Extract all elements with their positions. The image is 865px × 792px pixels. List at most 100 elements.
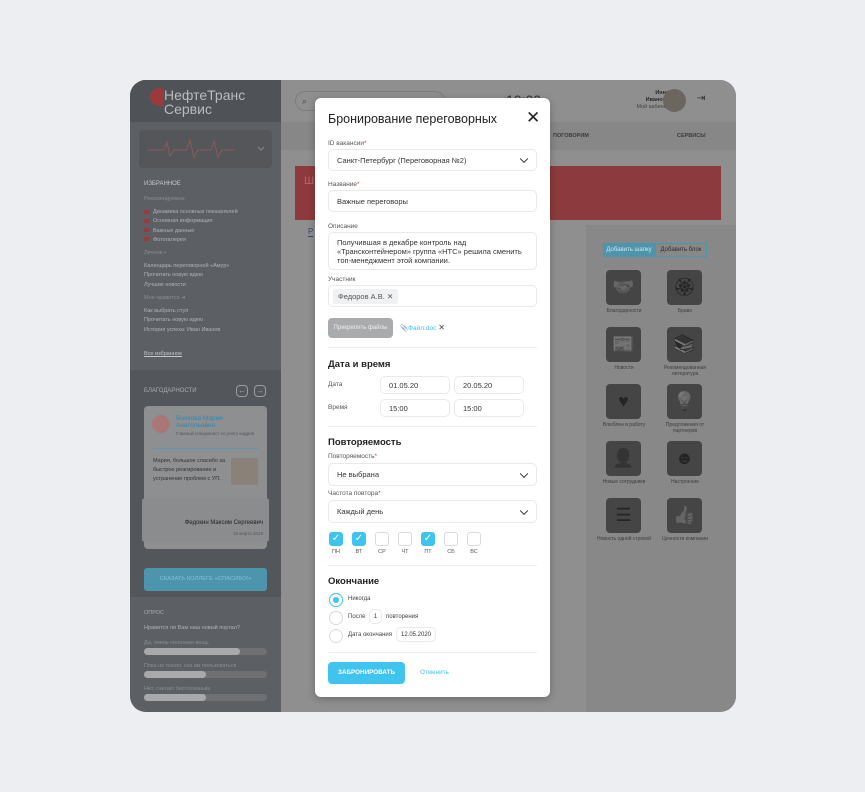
add-header-button[interactable]: Добавить шапку: [603, 243, 655, 257]
sidebar-link[interactable]: Лучшие новости: [144, 281, 186, 288]
day-checkbox[interactable]: [375, 532, 389, 546]
nav-item[interactable]: СЕРВИСЫ: [677, 133, 706, 139]
day-label: ВС: [470, 549, 478, 555]
handshake-icon[interactable]: 🤝: [606, 270, 641, 305]
tab[interactable]: Р: [308, 227, 314, 237]
personal-title[interactable]: Личное •: [144, 250, 167, 256]
sidebar-link[interactable]: Важные данные: [144, 227, 238, 236]
nav-item[interactable]: ПОГОВОРИМ: [553, 133, 589, 139]
sidebar-link[interactable]: Динамика основных показателей: [144, 208, 238, 217]
day-checkbox[interactable]: ✓: [329, 532, 343, 546]
sidebar-link[interactable]: Календарь переговорной «Амур»: [144, 263, 230, 269]
day-label: ЧТ: [401, 549, 409, 555]
end-after-radio[interactable]: [329, 611, 343, 625]
cancel-link[interactable]: Отменить: [420, 669, 449, 676]
attach-files-button[interactable]: Прикрепить файлы: [328, 318, 393, 338]
tile-label[interactable]: Рекомендованная литература: [664, 365, 706, 377]
date-to-input[interactable]: 20.05.20: [454, 376, 524, 394]
favorites-title: ИЗБРАННОЕ: [144, 181, 181, 187]
next-arrow-icon[interactable]: →: [254, 385, 266, 397]
search-icon: ⌕: [302, 96, 308, 106]
remove-file-icon[interactable]: ✕: [438, 323, 445, 332]
all-favorites-link[interactable]: Все избранное: [144, 351, 182, 357]
attached-file[interactable]: 📎Файл.doc ✕: [400, 323, 445, 332]
poll-bar[interactable]: [144, 694, 267, 701]
chevron-down-icon: [519, 154, 529, 164]
room-select[interactable]: Санкт-Петербург (Переговорная №2): [328, 149, 537, 171]
personal-list: Календарь переговорной «Амур» Прочитать …: [144, 262, 229, 290]
sidebar-link[interactable]: Как выбрать стул: [144, 308, 189, 314]
person-icon[interactable]: 👤: [606, 441, 641, 476]
close-icon[interactable]: ✕: [526, 108, 541, 127]
time-from-input[interactable]: 15:00: [380, 399, 450, 417]
tile-label[interactable]: Новые сотрудники: [602, 479, 646, 485]
repeat-select[interactable]: Не выбрана: [328, 463, 537, 486]
day-checkbox[interactable]: ✓: [352, 532, 366, 546]
newspaper-icon[interactable]: 📰: [606, 327, 641, 362]
prev-arrow-icon[interactable]: ←: [236, 385, 248, 397]
day-checkbox[interactable]: ✓: [421, 532, 435, 546]
day-checkbox[interactable]: [467, 532, 481, 546]
tile-label[interactable]: Влюблен в работу: [602, 422, 646, 428]
tile-label[interactable]: Ценности компании: [661, 536, 709, 542]
thanks-title: БЛАГОДАРНОСТИ: [144, 388, 197, 394]
day-label: СР: [378, 549, 386, 555]
user-info[interactable]: Инна Иванова Мой кабинет: [636, 90, 669, 110]
remove-icon[interactable]: ✕: [386, 291, 394, 301]
thanks-section: БЛАГОДАРНОСТИ ← → Волкова Мария Анатольев…: [130, 370, 281, 597]
award-icon[interactable]: 🏵: [667, 270, 702, 305]
sidebar-link[interactable]: История успеха: Иван Иванов: [144, 326, 221, 333]
thanks-image: [231, 458, 258, 485]
sidebar-link[interactable]: Прочитать новую идею: [144, 317, 203, 324]
logout-icon[interactable]: ⇥: [697, 93, 706, 104]
description-textarea[interactable]: Получившая в декабре контроль над «Транс…: [328, 232, 537, 270]
participant-input[interactable]: Федоров А.В. ✕: [328, 285, 537, 307]
tile-label[interactable]: Новость одной строкой: [596, 536, 652, 542]
pulse-widget[interactable]: [139, 130, 272, 168]
participant-label: Участник: [328, 276, 356, 283]
repeat-label: Повторяемость*: [328, 453, 378, 460]
repeat-count-input[interactable]: 1: [369, 609, 382, 624]
end-date-input[interactable]: 12.05.2020: [396, 627, 436, 642]
freq-select[interactable]: Каждый день: [328, 500, 537, 523]
thumbs-up-icon[interactable]: 👍: [667, 498, 702, 533]
time-to-input[interactable]: 15:00: [454, 399, 524, 417]
smile-icon[interactable]: ☻: [667, 441, 702, 476]
poll-title: ОПРОС: [144, 610, 165, 616]
say-thanks-button[interactable]: СКАЗАТЬ КОЛЛЕГЕ «СПАСИБО!»: [144, 568, 267, 591]
add-block-button[interactable]: Добавить блок: [655, 243, 707, 257]
tile-label[interactable]: Предложения от партнеров: [665, 422, 705, 434]
poll-bar[interactable]: [144, 671, 267, 678]
heart-icon[interactable]: ♥: [606, 384, 641, 419]
tile-label[interactable]: Новости: [614, 365, 634, 371]
tile-label[interactable]: Настроение: [671, 479, 699, 485]
recommended-list: Динамика основных показателей Основная и…: [144, 208, 238, 245]
day-checkbox[interactable]: [444, 532, 458, 546]
logo[interactable]: НефтеТранс Сервис: [150, 88, 245, 116]
books-icon[interactable]: 📚: [667, 327, 702, 362]
avatar: [152, 415, 170, 433]
thanks-card[interactable]: Волкова Мария Анатольевна Главный специал…: [142, 406, 269, 549]
avatar[interactable]: [663, 89, 686, 112]
end-never-radio[interactable]: [329, 593, 343, 607]
book-button[interactable]: ЗАБРОНИРОВАТЬ: [328, 662, 405, 684]
sidebar-link[interactable]: Основная информация: [144, 217, 238, 226]
thanks-from: Федокин Максим Сергеевич: [184, 520, 263, 526]
day-checkbox[interactable]: [398, 532, 412, 546]
thanks-date: 15 марта 2019: [232, 531, 263, 536]
likes-title[interactable]: Мне нравится ➔: [144, 295, 186, 301]
tile-label[interactable]: Браво: [677, 308, 693, 314]
sidebar-link[interactable]: Прочитать новую идею: [144, 272, 203, 279]
date-from-input[interactable]: 01.05.20: [380, 376, 450, 394]
date-label: Дата: [328, 381, 343, 388]
sidebar-link[interactable]: Фотогалерея: [144, 236, 238, 245]
day-label: ВТ: [355, 549, 363, 555]
tile-label[interactable]: Благодарности: [606, 308, 642, 314]
poll-bar[interactable]: [144, 648, 267, 655]
datetime-title: Дата и время: [328, 359, 391, 370]
end-date-radio[interactable]: [329, 629, 343, 643]
lightbulb-icon[interactable]: 💡: [667, 384, 702, 419]
name-input[interactable]: Важные переговоры: [328, 190, 537, 212]
participant-chip: Федоров А.В. ✕: [333, 288, 399, 304]
list-icon[interactable]: ☰: [606, 498, 641, 533]
